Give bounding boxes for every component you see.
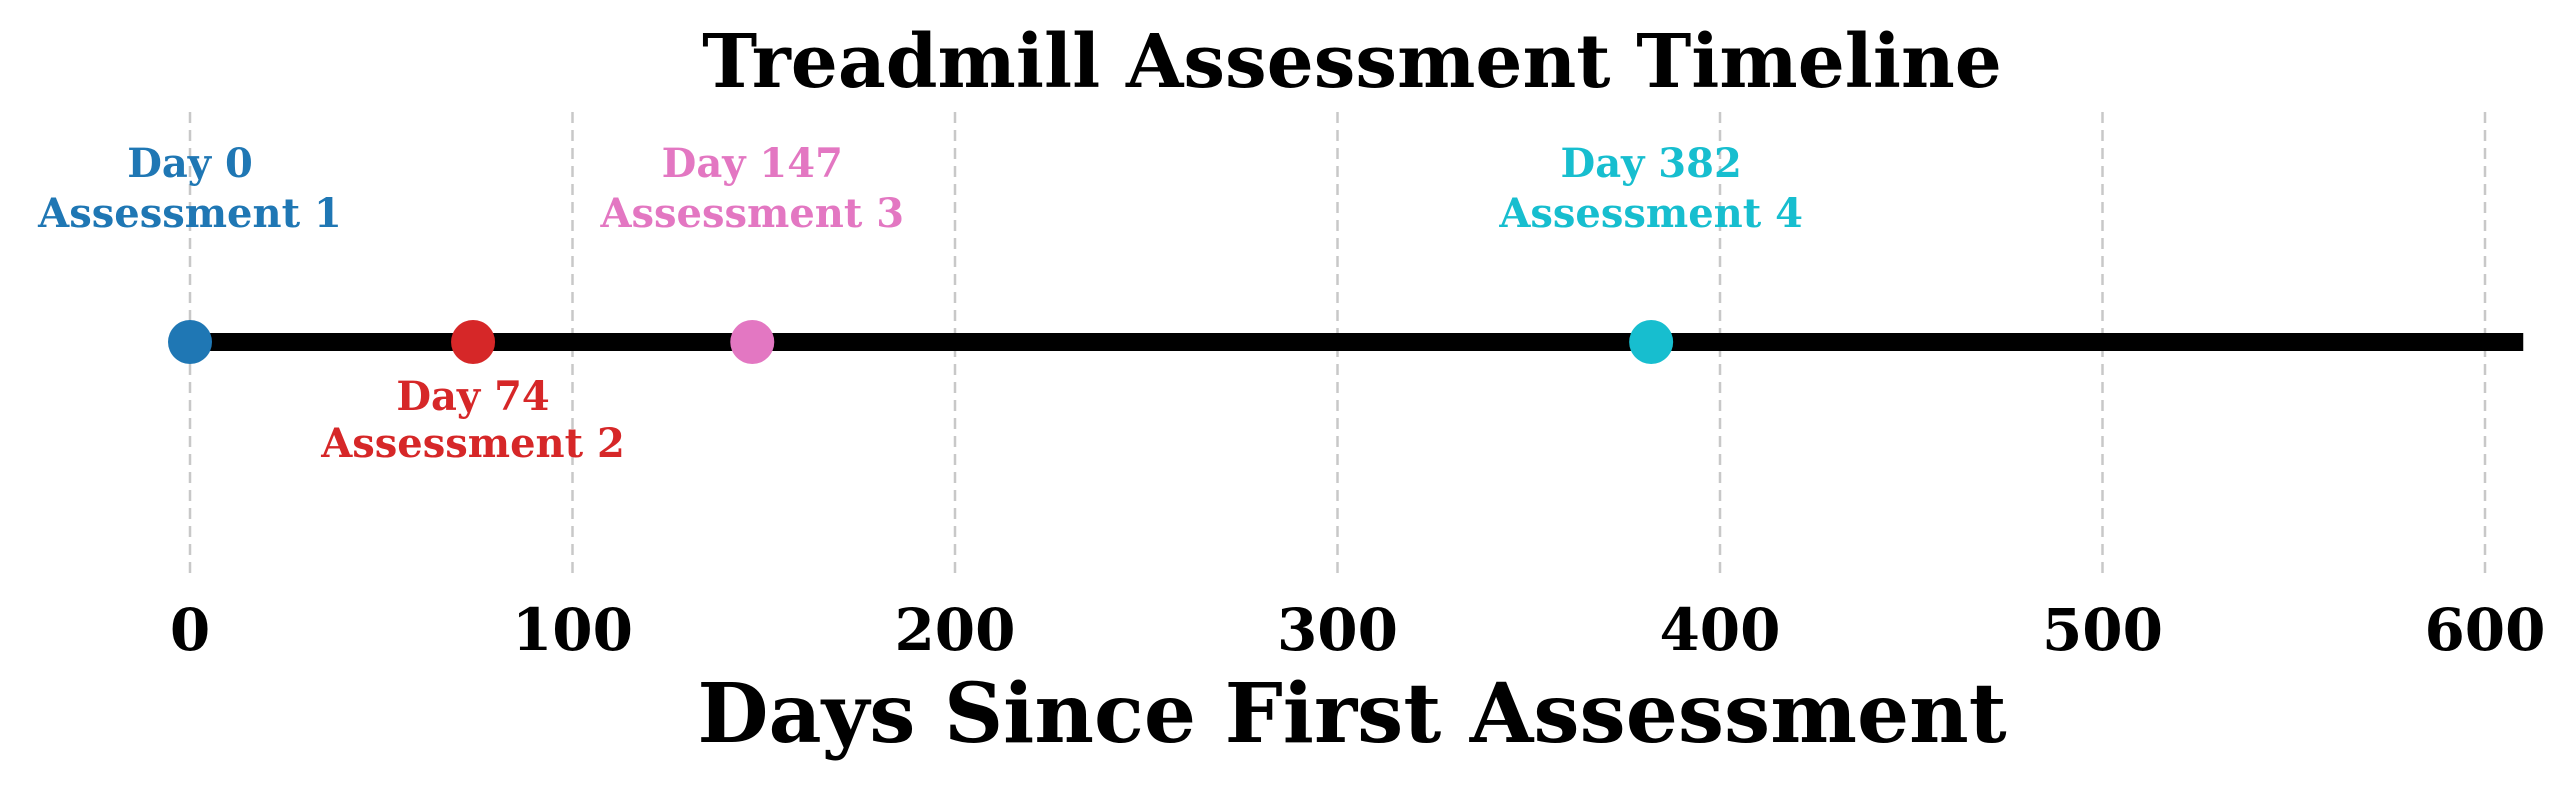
assessment-points: [168, 320, 1674, 364]
assessment-name-label-2: Assessment 2: [320, 420, 625, 467]
assessment-name-label-1: Assessment 1: [37, 190, 342, 237]
x-tick-label-0: 0: [170, 596, 210, 664]
assessment-point-1: [168, 320, 212, 364]
x-axis-label: Days Since First Assessment: [697, 666, 2006, 762]
assessment-name-label-3: Assessment 3: [599, 190, 904, 237]
chart-title: Treadmill Assessment Timeline: [702, 19, 2002, 105]
x-axis-ticks: 0 100 200 300 400 500 600: [170, 596, 2546, 664]
grid-lines: [188, 112, 2487, 578]
assessment-day-label-3: Day 147: [662, 140, 843, 187]
assessment-point-2: [451, 320, 496, 364]
x-tick-label-100: 100: [512, 596, 633, 664]
x-tick-label-600: 600: [2424, 596, 2545, 664]
x-tick-label-500: 500: [2042, 596, 2163, 664]
x-tick-label-200: 200: [894, 596, 1015, 664]
assessment-day-label-2: Day 74: [396, 373, 549, 420]
assessment-day-label-1: Day 0: [127, 140, 253, 187]
x-tick-label-300: 300: [1277, 596, 1398, 664]
x-tick-label-400: 400: [1659, 596, 1780, 664]
assessment-point-3: [730, 320, 775, 364]
assessment-name-label-4: Assessment 4: [1498, 190, 1803, 237]
assessment-day-label-4: Day 382: [1561, 140, 1742, 187]
assessment-point-4: [1629, 320, 1674, 364]
